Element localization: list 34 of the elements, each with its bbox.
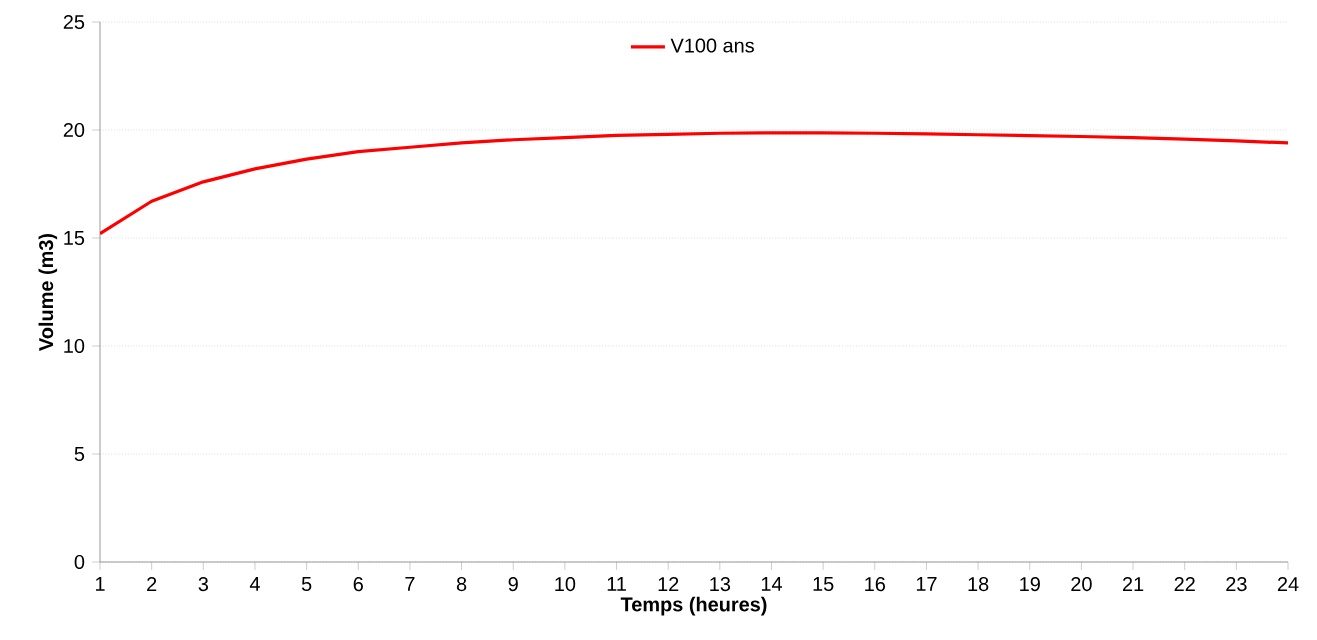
x-tick-label: 11	[607, 577, 626, 591]
x-tick-label: 9	[508, 577, 518, 592]
x-tick-label: 19	[1020, 577, 1040, 592]
x-tick-label: 15	[813, 577, 834, 591]
x-tick-label: 17	[916, 577, 937, 591]
x-tick-label: 3	[198, 577, 208, 592]
x-tick-label: 7	[405, 577, 415, 591]
x-tick-label: 2	[147, 577, 157, 591]
x-tick-label: 21	[1122, 577, 1144, 591]
x-tick-label: 23	[1226, 577, 1247, 592]
legend-label: V100 ans	[670, 38, 754, 53]
x-tick-label: 12	[658, 577, 679, 591]
x-tick-label: 10	[555, 577, 576, 592]
x-tick-label: 20	[1071, 577, 1092, 592]
y-tick-label: 10	[64, 338, 85, 354]
x-tick-label: 4	[249, 577, 260, 591]
x-tick-label: 14	[761, 577, 782, 591]
y-tick-label: 20	[63, 122, 85, 138]
y-tick-label: 0	[74, 554, 85, 570]
x-tick-label: 18	[968, 577, 989, 592]
y-axis-title: Volume (m3)	[38, 233, 58, 351]
x-tick-label: 24	[1277, 577, 1299, 591]
x-tick-label: 16	[865, 577, 886, 592]
x-tick-label: 5	[301, 577, 312, 591]
y-tick-label: 25	[63, 14, 85, 30]
x-axis-title: Temps (heures)	[620, 596, 767, 616]
x-tick-label: 8	[456, 577, 467, 592]
line-series	[100, 131, 1289, 236]
y-tick-label: 15	[64, 231, 85, 245]
x-tick-label: 13	[710, 577, 731, 592]
x-tick-label: 6	[353, 577, 363, 592]
y-tick-label: 5	[74, 447, 85, 461]
x-tick-label: 1	[95, 577, 105, 591]
x-tick-label: 22	[1174, 577, 1195, 591]
